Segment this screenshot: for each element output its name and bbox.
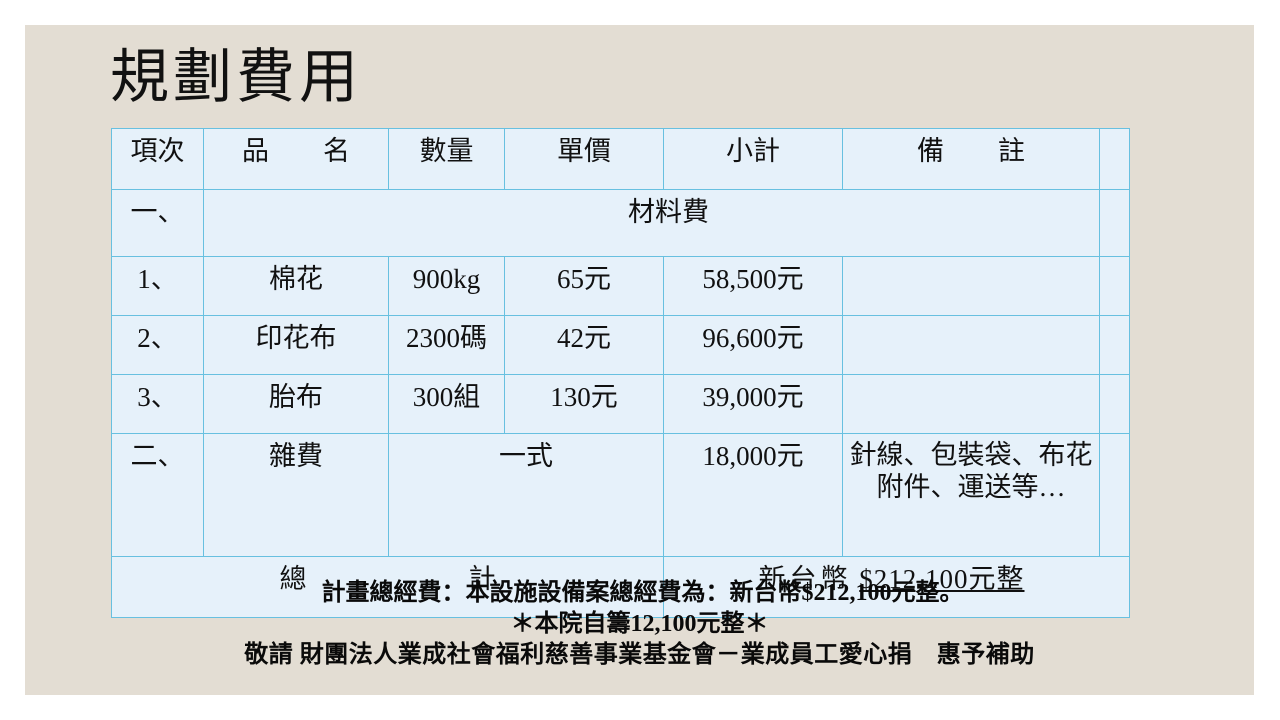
row-2-quantity: 300組: [388, 374, 505, 434]
cost-table: 項次 品 名 數量 單價 小計 備 註 一、 材料費 1、 棉花 900kg: [111, 128, 1130, 618]
header-item-no: 項次: [111, 128, 204, 190]
footer-line-request: 敬請 財團法人業成社會福利慈善事業基金會－業成員工愛心捐 惠予補助: [244, 642, 1035, 668]
header-product-name: 品 名: [203, 128, 389, 190]
header-remark: 備 註: [842, 128, 1100, 190]
row-0-subtotal: 58,500元: [663, 256, 843, 316]
footer-line-self-funded: ＊本院自籌12,100元整＊: [510, 611, 769, 637]
total-label: 總 計: [111, 556, 664, 618]
table-row: 3、 胎布 300組 130元 39,000元: [111, 374, 1130, 434]
category-2-subtotal: 18,000元: [663, 433, 843, 557]
row-2-name: 胎布: [203, 374, 389, 434]
category-1-item-no: 一、: [111, 189, 204, 257]
total-amount: $212,100元整: [859, 564, 1025, 594]
footer-notes: 計畫總經費：本設施設備案總經費為：新台幣$212,100元整。 ＊本院自籌12,…: [25, 578, 1254, 671]
category-2-item-no: 二、: [111, 433, 204, 557]
row-0-remark: [842, 256, 1100, 316]
table-header-row: 項次 品 名 數量 單價 小計 備 註: [111, 128, 1130, 190]
row-0-unit-price: 65元: [504, 256, 664, 316]
row-0-item-no: 1、: [111, 256, 204, 316]
category-2-quantity: 一式: [388, 433, 664, 557]
row-0-extra: [1099, 256, 1130, 316]
row-1-extra: [1099, 315, 1130, 375]
header-subtotal: 小計: [663, 128, 843, 190]
row-2-subtotal: 39,000元: [663, 374, 843, 434]
header-quantity: 數量: [388, 128, 505, 190]
table-row-category-misc: 二、 雜費 一式 18,000元 針線、包裝袋、布花附件、運送等…: [111, 433, 1130, 557]
row-2-extra: [1099, 374, 1130, 434]
row-1-subtotal: 96,600元: [663, 315, 843, 375]
row-2-item-no: 3、: [111, 374, 204, 434]
row-1-item-no: 2、: [111, 315, 204, 375]
total-currency: 新台幣: [758, 564, 852, 594]
table-row: 2、 印花布 2300碼 42元 96,600元: [111, 315, 1130, 375]
row-2-remark: [842, 374, 1100, 434]
row-2-unit-price: 130元: [504, 374, 664, 434]
page-title: 規劃費用: [110, 44, 363, 110]
category-2-remark: 針線、包裝袋、布花附件、運送等…: [842, 433, 1100, 557]
header-unit-price: 單價: [504, 128, 664, 190]
category-2-name: 雜費: [203, 433, 389, 557]
row-0-name: 棉花: [203, 256, 389, 316]
category-1-label: 材料費: [203, 189, 1100, 257]
cost-table-container: 項次 品 名 數量 單價 小計 備 註 一、 材料費 1、 棉花 900kg: [111, 128, 1130, 618]
category-1-extra: [1099, 189, 1130, 257]
row-0-quantity: 900kg: [388, 256, 505, 316]
slide-canvas: 規劃費用 項次 品 名 數量 單價 小計 備 註 一、 材料費: [25, 25, 1254, 695]
row-1-name: 印花布: [203, 315, 389, 375]
total-value: 新台幣 $212,100元整: [663, 556, 1130, 618]
footer-line-total-budget: 計畫總經費：本設施設備案總經費為：新台幣$212,100元整。: [321, 580, 964, 606]
row-1-unit-price: 42元: [504, 315, 664, 375]
row-1-remark: [842, 315, 1100, 375]
table-row-category-material: 一、 材料費: [111, 189, 1130, 257]
row-1-quantity: 2300碼: [388, 315, 505, 375]
header-extra: [1099, 128, 1130, 190]
category-2-extra: [1099, 433, 1130, 557]
table-row: 1、 棉花 900kg 65元 58,500元: [111, 256, 1130, 316]
table-row-total: 總 計 新台幣 $212,100元整: [111, 556, 1130, 618]
